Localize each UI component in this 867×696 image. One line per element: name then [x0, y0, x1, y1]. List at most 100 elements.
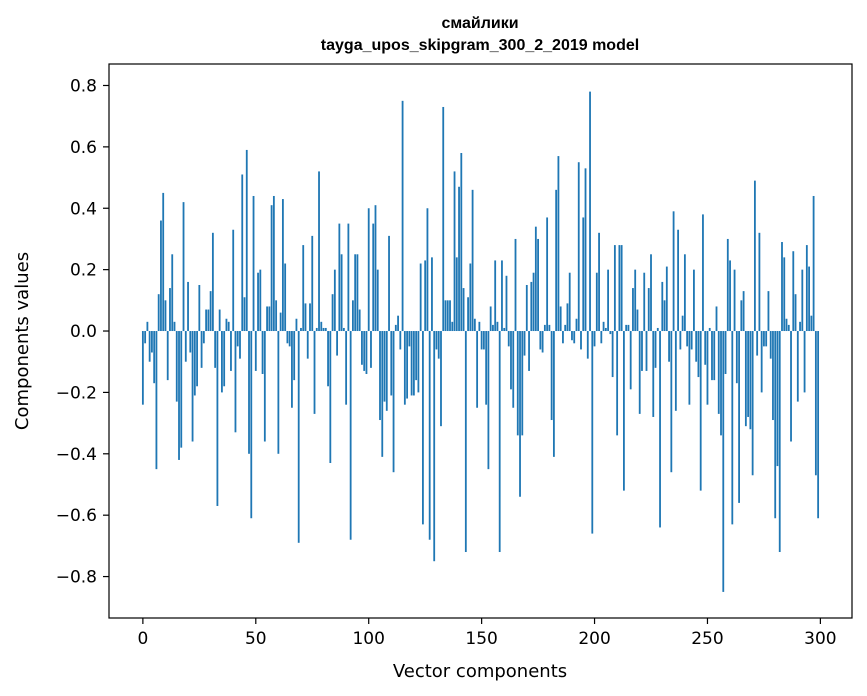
- bar: [245, 149, 248, 332]
- bar: [160, 220, 162, 332]
- bar: [361, 331, 363, 365]
- bar: [250, 331, 253, 519]
- bar: [552, 331, 555, 457]
- y-axis-ticks: −0.8 −0.6 −0.4 −0.2 0.0 0.2 0.4 0.6 0.8: [56, 76, 109, 588]
- bar: [388, 235, 390, 332]
- bar: [641, 331, 643, 371]
- bar: [753, 180, 756, 332]
- bar: [659, 331, 661, 528]
- y-tick-label: −0.4: [56, 445, 97, 465]
- bar: [760, 331, 763, 393]
- bar: [772, 331, 774, 421]
- bar: [180, 331, 183, 448]
- bar: [799, 321, 801, 332]
- bar: [600, 331, 603, 344]
- bar: [722, 331, 725, 592]
- bar: [582, 217, 585, 332]
- bar: [324, 327, 327, 332]
- bar: [609, 331, 612, 335]
- bar: [428, 331, 431, 540]
- bar: [625, 324, 628, 332]
- y-tick-label: 0.4: [70, 199, 97, 219]
- bar: [717, 331, 720, 414]
- bar: [424, 260, 427, 332]
- bar: [279, 312, 282, 332]
- bar: [193, 331, 196, 396]
- bar: [270, 205, 273, 332]
- bar: [634, 269, 637, 332]
- bar: [623, 331, 625, 491]
- bar: [252, 195, 255, 332]
- bar: [681, 315, 684, 332]
- bar: [686, 331, 689, 347]
- bar: [241, 174, 244, 332]
- bar: [141, 331, 144, 405]
- bar: [577, 162, 580, 332]
- bar: [286, 331, 289, 344]
- bar: [794, 294, 797, 332]
- bar: [476, 331, 479, 408]
- bar: [814, 331, 817, 476]
- bar: [817, 331, 820, 519]
- bar: [370, 331, 372, 368]
- bar: [155, 331, 158, 470]
- bar: [449, 300, 451, 332]
- bar: [650, 254, 652, 332]
- bar: [431, 257, 433, 332]
- bar: [620, 245, 623, 332]
- bar: [492, 324, 494, 332]
- bar: [618, 245, 621, 332]
- bar: [528, 331, 530, 371]
- bar: [293, 331, 296, 381]
- bar: [765, 331, 768, 347]
- bar: [812, 195, 815, 332]
- bar: [403, 331, 406, 405]
- bar: [166, 331, 169, 381]
- bar: [767, 291, 770, 332]
- bar: [223, 331, 226, 387]
- bar: [392, 331, 395, 473]
- bar: [674, 331, 677, 411]
- bar: [704, 331, 707, 365]
- bar: [144, 331, 147, 344]
- bar: [496, 321, 499, 332]
- bar: [320, 321, 323, 332]
- bar: [539, 331, 542, 350]
- bar: [537, 238, 539, 332]
- bar: [435, 331, 438, 350]
- bar: [234, 331, 237, 433]
- bar: [738, 331, 740, 503]
- bar: [153, 331, 156, 384]
- bar: [568, 272, 571, 332]
- bar: [665, 266, 668, 332]
- bar: [559, 306, 562, 332]
- bar: [654, 331, 657, 368]
- bar: [221, 331, 223, 393]
- bar: [519, 331, 521, 497]
- bar: [747, 331, 750, 417]
- bar: [342, 327, 345, 332]
- bar: [302, 245, 305, 332]
- bar: [455, 257, 458, 332]
- bar: [446, 300, 449, 332]
- bar: [501, 260, 503, 332]
- bar: [187, 281, 189, 332]
- bar: [146, 321, 149, 332]
- bar: [300, 327, 302, 332]
- bar: [365, 331, 368, 374]
- bar: [338, 223, 341, 332]
- bar: [507, 331, 510, 347]
- bar: [790, 331, 792, 442]
- bar: [810, 315, 813, 332]
- bar: [216, 331, 219, 506]
- bar: [672, 211, 675, 332]
- bar: [711, 331, 713, 381]
- bar: [683, 254, 686, 332]
- bar: [311, 235, 314, 332]
- bar: [787, 324, 790, 332]
- bar: [663, 300, 666, 332]
- bar: [652, 331, 655, 417]
- bar: [512, 331, 515, 408]
- bar: [151, 331, 153, 353]
- bar: [593, 331, 596, 347]
